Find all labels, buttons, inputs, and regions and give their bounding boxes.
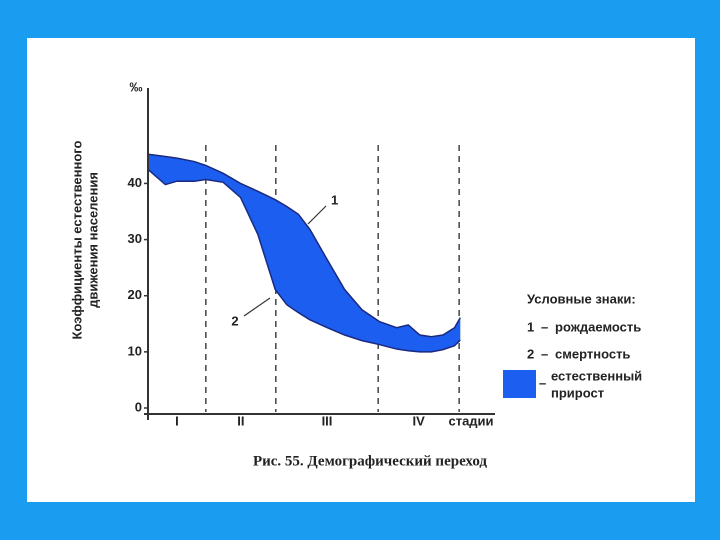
natural-increase-area xyxy=(148,154,461,352)
y-tick-label: 30 xyxy=(128,231,142,246)
legend-text: смертность xyxy=(555,346,630,361)
y-axis-label: движения населения xyxy=(85,172,100,308)
curve-label: 1 xyxy=(331,192,338,207)
series-line xyxy=(147,168,461,353)
stage-label: I xyxy=(175,413,179,428)
legend-text: рождаемость xyxy=(555,319,641,334)
y-tick-label: 10 xyxy=(128,343,142,358)
legend-key: 1 xyxy=(527,319,534,334)
slide-background xyxy=(27,38,695,502)
legend-dash: – xyxy=(539,375,546,390)
legend-swatch xyxy=(503,370,536,398)
y-tick-label: 20 xyxy=(128,287,142,302)
stage-label: III xyxy=(322,413,333,428)
curve-label: 2 xyxy=(231,313,238,328)
y-tick-label: 0 xyxy=(135,399,142,414)
legend-dash: – xyxy=(541,346,548,361)
callout-line xyxy=(307,205,327,225)
legend-key: 2 xyxy=(527,346,534,361)
legend-dash: – xyxy=(541,319,548,334)
series-line xyxy=(147,153,461,338)
legend-text: прирост xyxy=(551,385,604,400)
legend-title: Условные знаки: xyxy=(527,291,636,306)
legend-text: естественный xyxy=(551,368,642,383)
stage-label: II xyxy=(237,413,244,428)
y-unit: ‰ xyxy=(130,79,143,94)
x-axis-label: стадии xyxy=(448,413,493,428)
y-tick-label: 40 xyxy=(128,175,142,190)
stage-label: IV xyxy=(413,413,426,428)
callout-line xyxy=(243,297,271,317)
caption: Рис. 55. Демографический переход xyxy=(253,453,487,469)
y-axis-label: Коэффициенты естественного xyxy=(69,140,84,339)
